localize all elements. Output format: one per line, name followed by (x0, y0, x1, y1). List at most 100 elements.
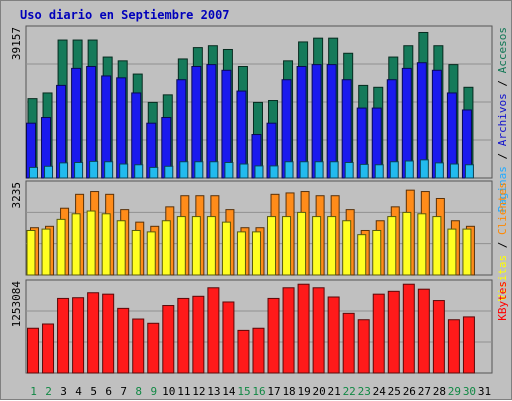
day-label-13: 13 (207, 385, 220, 398)
bar-visitas-day-19 (297, 211, 307, 276)
bar-paginas-day-21 (329, 161, 339, 179)
legend-entry-kbytes: KBytes (496, 281, 509, 321)
day-label-16: 16 (252, 385, 265, 398)
legend-entry-archivos: Archivos (496, 93, 509, 146)
bar-paginas-day-28 (434, 162, 444, 179)
day-label-31: 31 (478, 385, 491, 398)
y-max-label: 1253084 (10, 281, 23, 328)
bar-kbytes-day-21 (327, 296, 340, 374)
day-label-9: 9 (150, 385, 157, 398)
day-label-10: 10 (162, 385, 175, 398)
bar-kbytes-day-22 (342, 312, 355, 374)
day-label-12: 12 (192, 385, 205, 398)
panel-kbytes: 1253084 KBytes (10, 279, 509, 374)
bar-visitas-day-11 (176, 216, 186, 276)
legend-entry-visitas: Visitas (496, 255, 509, 301)
bars-traffic (26, 31, 474, 179)
bar-kbytes-day-17 (267, 297, 280, 374)
legend-separator: / (496, 73, 509, 93)
bar-paginas-day-1 (29, 166, 38, 179)
legend: KBytes (496, 281, 509, 321)
bar-kbytes-day-9 (147, 322, 160, 374)
chart-title: Uso diario en Septiembre 2007 (20, 8, 230, 22)
day-label-6: 6 (105, 385, 112, 398)
day-label-22: 22 (343, 385, 356, 398)
bar-paginas-day-11 (179, 161, 189, 179)
bar-paginas-day-24 (374, 164, 384, 179)
bar-paginas-day-2 (44, 165, 54, 179)
bar-kbytes-day-3 (57, 297, 70, 374)
bar-visitas-day-13 (206, 216, 216, 276)
bar-visitas-day-25 (387, 216, 397, 276)
bar-kbytes-day-19 (297, 283, 310, 374)
bar-kbytes-day-10 (162, 305, 175, 374)
bar-paginas-day-15 (239, 163, 249, 179)
bar-paginas-day-25 (389, 161, 399, 179)
bar-kbytes-day-25 (387, 290, 400, 374)
bar-paginas-day-7 (119, 163, 129, 179)
bars-kbytes (27, 283, 475, 374)
day-label-27: 27 (418, 385, 431, 398)
bar-archivos-day-14 (221, 69, 232, 179)
bar-paginas-day-9 (149, 166, 159, 179)
day-label-4: 4 (75, 385, 82, 398)
day-label-14: 14 (222, 385, 236, 398)
bar-kbytes-day-5 (87, 292, 100, 374)
legend-entry-accesos: Accesos (496, 27, 509, 73)
bar-paginas-day-26 (404, 160, 414, 179)
bar-archivos-day-7 (116, 77, 127, 179)
bar-paginas-day-19 (299, 161, 309, 179)
bar-visitas-day-28 (432, 216, 442, 276)
bar-archivos-day-21 (326, 64, 337, 179)
day-label-28: 28 (433, 385, 446, 398)
day-label-21: 21 (328, 385, 341, 398)
day-label-1: 1 (30, 385, 37, 398)
bar-kbytes-day-8 (132, 318, 145, 374)
bar-visitas-day-12 (191, 216, 201, 276)
day-label-26: 26 (403, 385, 416, 398)
legend-separator: / (496, 235, 509, 255)
day-label-19: 19 (297, 385, 310, 398)
day-label-2: 2 (45, 385, 52, 398)
y-max-label: 3235 (10, 182, 23, 209)
bar-kbytes-day-7 (117, 307, 130, 374)
day-label-15: 15 (237, 385, 250, 398)
bar-visitas-day-9 (146, 231, 156, 276)
bar-kbytes-day-14 (222, 301, 235, 374)
bar-visitas-day-5 (86, 210, 96, 276)
bar-visitas-day-20 (312, 216, 322, 276)
bar-visitas-day-21 (327, 216, 337, 276)
bar-visitas-day-8 (131, 229, 141, 276)
bar-paginas-day-3 (59, 162, 69, 179)
bar-kbytes-day-16 (252, 327, 265, 374)
bar-paginas-day-20 (314, 161, 324, 179)
bar-paginas-day-14 (224, 162, 234, 179)
day-label-5: 5 (90, 385, 97, 398)
day-label-23: 23 (358, 385, 371, 398)
bar-archivos-day-20 (311, 64, 322, 179)
chart-panels: 39157 Paginas / Archivos / Accesos 3235 Vis… (10, 25, 509, 374)
bar-kbytes-day-2 (42, 323, 55, 374)
bar-paginas-day-5 (89, 160, 99, 179)
legend: Paginas / Archivos / Accesos (496, 27, 509, 212)
bar-paginas-day-10 (164, 165, 174, 179)
bar-visitas-day-1 (26, 229, 36, 276)
bar-kbytes-day-13 (207, 287, 220, 374)
day-label-8: 8 (135, 385, 142, 398)
bar-visitas-day-3 (56, 218, 66, 276)
bar-paginas-day-13 (209, 161, 219, 179)
y-max-label: 39157 (10, 27, 23, 60)
bar-visitas-day-15 (236, 231, 246, 276)
bar-archivos-day-4 (71, 67, 82, 179)
legend-entry-clientes: Clientes (496, 182, 509, 235)
bar-paginas-day-6 (104, 161, 114, 179)
bar-kbytes-day-12 (192, 295, 205, 374)
bar-kbytes-day-1 (27, 327, 39, 374)
bar-kbytes-day-18 (282, 287, 295, 374)
bar-kbytes-day-6 (102, 293, 115, 374)
bar-visitas-day-16 (251, 231, 261, 276)
day-axis: 1 2 3 4 5 6 7 8 9 10 11 12 13 14 15 16 17 18 19 20 21 22 23 24 2… (30, 385, 491, 398)
bar-visitas-day-22 (342, 220, 352, 276)
